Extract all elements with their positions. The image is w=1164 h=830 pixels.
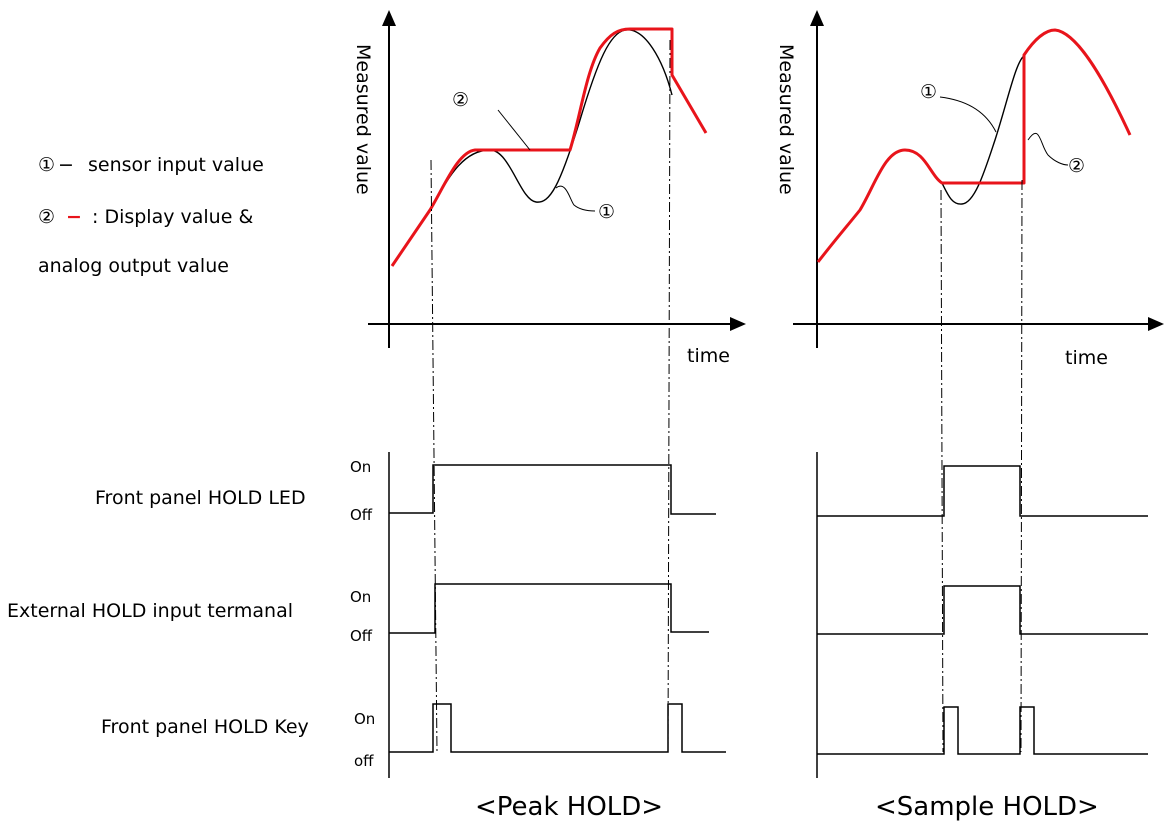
sample-hold-graph: Measured value time ① ② [775,10,1164,369]
row-label-led: Front panel HOLD LED [95,487,306,509]
sample-guide-end [1020,179,1023,753]
sample-hold-caption: <Sample HOLD> [875,792,1099,822]
led-off-label: Off [350,506,373,524]
legend: ① − sensor input value ② − : Display val… [38,154,264,277]
legend-sensor-marker: ① [38,154,55,176]
peak-y-axis-label: Measured value [352,44,374,195]
legend-sensor-text: sensor input value [88,154,264,176]
sample-timing-signals [817,465,1148,755]
sample-ext-signal [817,585,1148,635]
peak-y-axis-arrow [382,10,396,26]
legend-display-marker: ② [38,206,55,228]
peak-guide-end [667,39,671,753]
peak-guide-start [430,159,438,753]
sample-display-curve [816,28,1132,263]
legend-sensor-dash: − [58,154,74,176]
peak-callout-display: ② [452,89,469,111]
key-off-label: off [354,752,374,770]
led-on-label: On [350,458,371,476]
row-label-external: External HOLD input termanal [7,600,293,622]
sample-guide-start [940,189,944,753]
guide-lines [430,39,1023,753]
peak-display-curve [390,27,708,267]
legend-display-dash: − [66,206,82,228]
peak-sensor-curve [429,29,673,211]
peak-led-signal [389,464,716,515]
sample-callout-sensor-leader [939,96,997,133]
peak-hold-graph: Measured value time ② ① [352,10,746,367]
peak-callout-sensor: ① [598,201,615,223]
peak-callout-display-leader [497,109,531,151]
peak-timing-signals [389,464,726,753]
peak-ext-signal [389,583,709,634]
sample-led-signal [817,465,1148,517]
ext-on-label: On [350,588,371,606]
sample-x-axis-arrow [1148,317,1164,331]
sample-callout-display: ② [1068,155,1085,177]
key-on-label: On [354,710,375,728]
peak-x-axis-arrow [730,317,746,331]
sample-callout-display-leader [1027,132,1069,166]
timing-axes [388,452,818,778]
legend-display-text: : Display value & [92,206,253,228]
sample-callout-sensor: ① [920,81,937,103]
sample-sensor-curve [941,54,1026,205]
peak-hold-caption: <Peak HOLD> [475,792,663,822]
sample-key-signal [817,706,1148,755]
sample-y-axis-label: Measured value [775,44,797,195]
peak-key-signal [389,703,726,753]
row-label-key: Front panel HOLD Key [101,716,309,738]
sample-x-axis-label: time [1065,347,1108,369]
peak-callout-sensor-leader [555,185,596,212]
peak-x-axis-label: time [687,345,730,367]
sample-y-axis-arrow [810,10,824,26]
legend-display-text-2: analog output value [38,255,229,277]
ext-off-label: Off [350,627,373,645]
